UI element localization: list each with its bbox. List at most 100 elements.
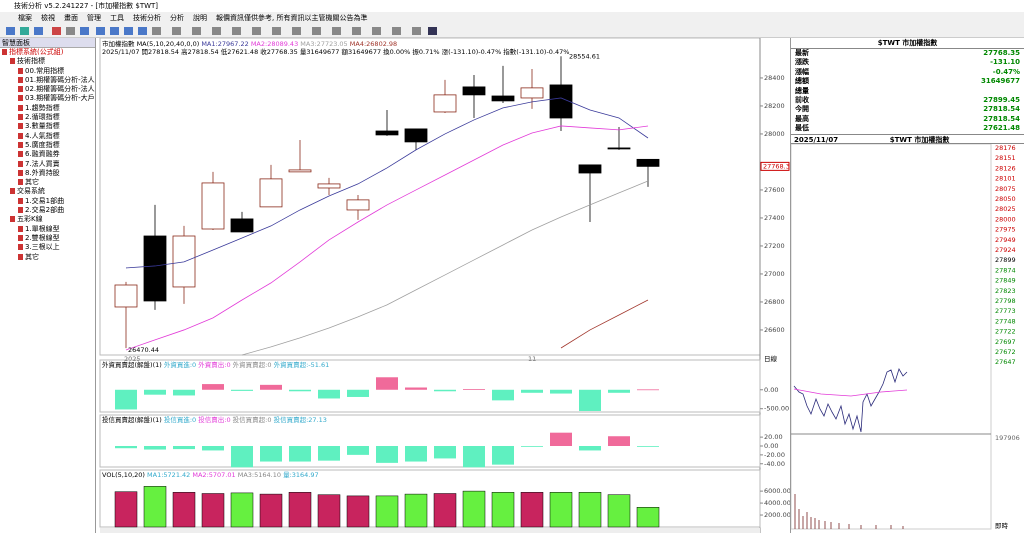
- tree-item[interactable]: 6.融資融券: [0, 150, 95, 159]
- menu-item[interactable]: 工具: [110, 14, 124, 22]
- bar: [230, 492, 254, 528]
- panel-frame: [99, 469, 761, 528]
- tree-item[interactable]: 指標系統(公式組): [0, 48, 95, 57]
- y-tick-label: -500.00: [764, 405, 789, 413]
- y-tick-label: 27200: [764, 242, 785, 250]
- tree-icon: [18, 95, 23, 102]
- bar: [405, 387, 427, 390]
- menu-item[interactable]: 檢視: [41, 14, 55, 22]
- bar: [578, 492, 602, 528]
- intraday-price-label: 28151: [995, 154, 1016, 162]
- intraday-line: [793, 367, 908, 432]
- tree-label: 其它: [25, 178, 39, 187]
- candle-body: [230, 218, 254, 233]
- bar: [231, 446, 253, 468]
- menu-item[interactable]: 檔案: [18, 14, 32, 22]
- bar: [259, 493, 283, 528]
- panel-title: 智慧面板: [0, 38, 95, 48]
- menu-item[interactable]: 技術分析: [133, 14, 161, 22]
- tree-label: 00.常用指標: [25, 66, 65, 75]
- candle-body: [520, 87, 544, 99]
- bar: [521, 389, 543, 393]
- bar: [347, 446, 369, 455]
- chart-area: 市加權指數 MA(5,10,20,40,0,0) MA1:27967.22 MA…: [99, 38, 790, 533]
- quote-subheader: 2025/11/07 $TWT 市加權指數: [791, 133, 1024, 144]
- smart-panel: 智慧面板 指標系統(公式組) 技術指標 00.常用指標 01.期權籌碼分析-法人 02.…: [0, 38, 96, 533]
- tree-icon: [10, 216, 15, 223]
- tree-item[interactable]: 5.廣度指標: [0, 141, 95, 150]
- quote-header: $TWT 市加權指數: [791, 38, 1024, 49]
- tree-label: 2.雙根線型: [25, 233, 60, 242]
- ma-line: [125, 97, 649, 269]
- tree-item[interactable]: 02.期權籌碼分析-法人: [0, 85, 95, 94]
- y-tick-label: 28200: [764, 102, 785, 110]
- tree-item[interactable]: 1.趨勢指標: [0, 104, 95, 113]
- tree-item[interactable]: 其它: [0, 178, 95, 187]
- quote-row: 前收 27899.45: [791, 96, 1024, 105]
- tree-label: 3.數量指標: [25, 122, 60, 131]
- bar: [434, 389, 456, 392]
- intraday-price-label: 27773: [995, 307, 1016, 315]
- tree-item[interactable]: 01.期權籌碼分析-法人: [0, 76, 95, 85]
- tree-item[interactable]: 交易系統: [0, 187, 95, 196]
- bar: [289, 389, 311, 392]
- period-label: 日線: [764, 354, 778, 363]
- info-part: 外資買進:0: [164, 360, 196, 369]
- menu-item[interactable]: 畫面: [64, 14, 78, 22]
- info-part: MA3:27723.05: [300, 40, 347, 48]
- tree-item[interactable]: 2.循環指標: [0, 113, 95, 122]
- bar: [172, 492, 196, 528]
- tree-item[interactable]: 03.期權籌碼分析-大戶: [0, 94, 95, 103]
- tree-label: 指標系統(公式組): [9, 48, 64, 56]
- bar: [550, 432, 572, 446]
- tree-icon: [18, 169, 23, 176]
- bar: [347, 389, 369, 397]
- tree-icon: [18, 244, 23, 251]
- tree-item[interactable]: 其它: [0, 253, 95, 262]
- candle-body: [259, 178, 283, 208]
- info-part: 投信買賣超:0: [233, 415, 272, 424]
- quote-key: 前收: [795, 95, 809, 104]
- tree-label: 2.循環指標: [25, 113, 60, 122]
- icons: [6, 27, 437, 35]
- menu-item[interactable]: 分析: [170, 14, 184, 22]
- tree-item[interactable]: 00.常用指標: [0, 67, 95, 76]
- quote-rows: 最新 27768.35 漲跌 -131.10 漲幅 -0.47% 總額 31649677 總量前…: [791, 49, 1024, 134]
- tree-label: 五彩K線: [17, 215, 43, 224]
- intraday-period: 即時: [995, 522, 1009, 530]
- candle-body: [114, 284, 138, 308]
- tree-item[interactable]: 2.交易2部曲: [0, 206, 95, 215]
- tree-item[interactable]: 7.法人買賣: [0, 160, 95, 169]
- panel-frame: [99, 414, 761, 468]
- tree-item[interactable]: 3.三根以上: [0, 243, 95, 252]
- y-tick-label: 27000: [764, 270, 785, 278]
- candle-body: [491, 95, 515, 102]
- title-bar: 技術分析 v5.2.241227 - [市加權指數 $TWT]: [0, 0, 1024, 12]
- tree-item[interactable]: 4.人氣指標: [0, 132, 95, 141]
- ma-line: [560, 299, 649, 349]
- bar: [115, 446, 137, 449]
- tree-item[interactable]: 3.數量指標: [0, 122, 95, 131]
- bar: [521, 446, 543, 447]
- menu-item[interactable]: 管理: [87, 14, 101, 22]
- tree-item[interactable]: 1.交易1部曲: [0, 197, 95, 206]
- quote-key: 最低: [795, 124, 809, 133]
- intraday-price-label: 27647: [995, 358, 1016, 366]
- tree-item[interactable]: 技術指標: [0, 57, 95, 66]
- menu-item[interactable]: 說明: [193, 14, 207, 22]
- tree-item[interactable]: 1.單根線型: [0, 225, 95, 234]
- candle-body: [462, 86, 486, 96]
- info-part: 市加權指數 MA(5,10,20,40,0,0): [102, 39, 199, 48]
- bar: [637, 389, 659, 391]
- tree-item[interactable]: 2.雙根線型: [0, 234, 95, 243]
- panel-info: 外資買賣超(解盤)(1) 外資買進:0 外資賣出:0 外資買賣超:0 外資買賣超…: [102, 360, 329, 369]
- tree-label: 6.融資融券: [25, 150, 60, 159]
- tree-icon: [18, 132, 23, 139]
- quote-key: 總量: [795, 86, 809, 95]
- tree-item[interactable]: 8.外資持股: [0, 169, 95, 178]
- bar: [492, 446, 514, 465]
- bar: [318, 446, 340, 461]
- info-line2: 2025/11/07 開27818.54 高27818.54 低27621.48…: [102, 47, 569, 56]
- tree-item[interactable]: 五彩K線: [0, 215, 95, 224]
- spacer: [1001, 135, 1021, 143]
